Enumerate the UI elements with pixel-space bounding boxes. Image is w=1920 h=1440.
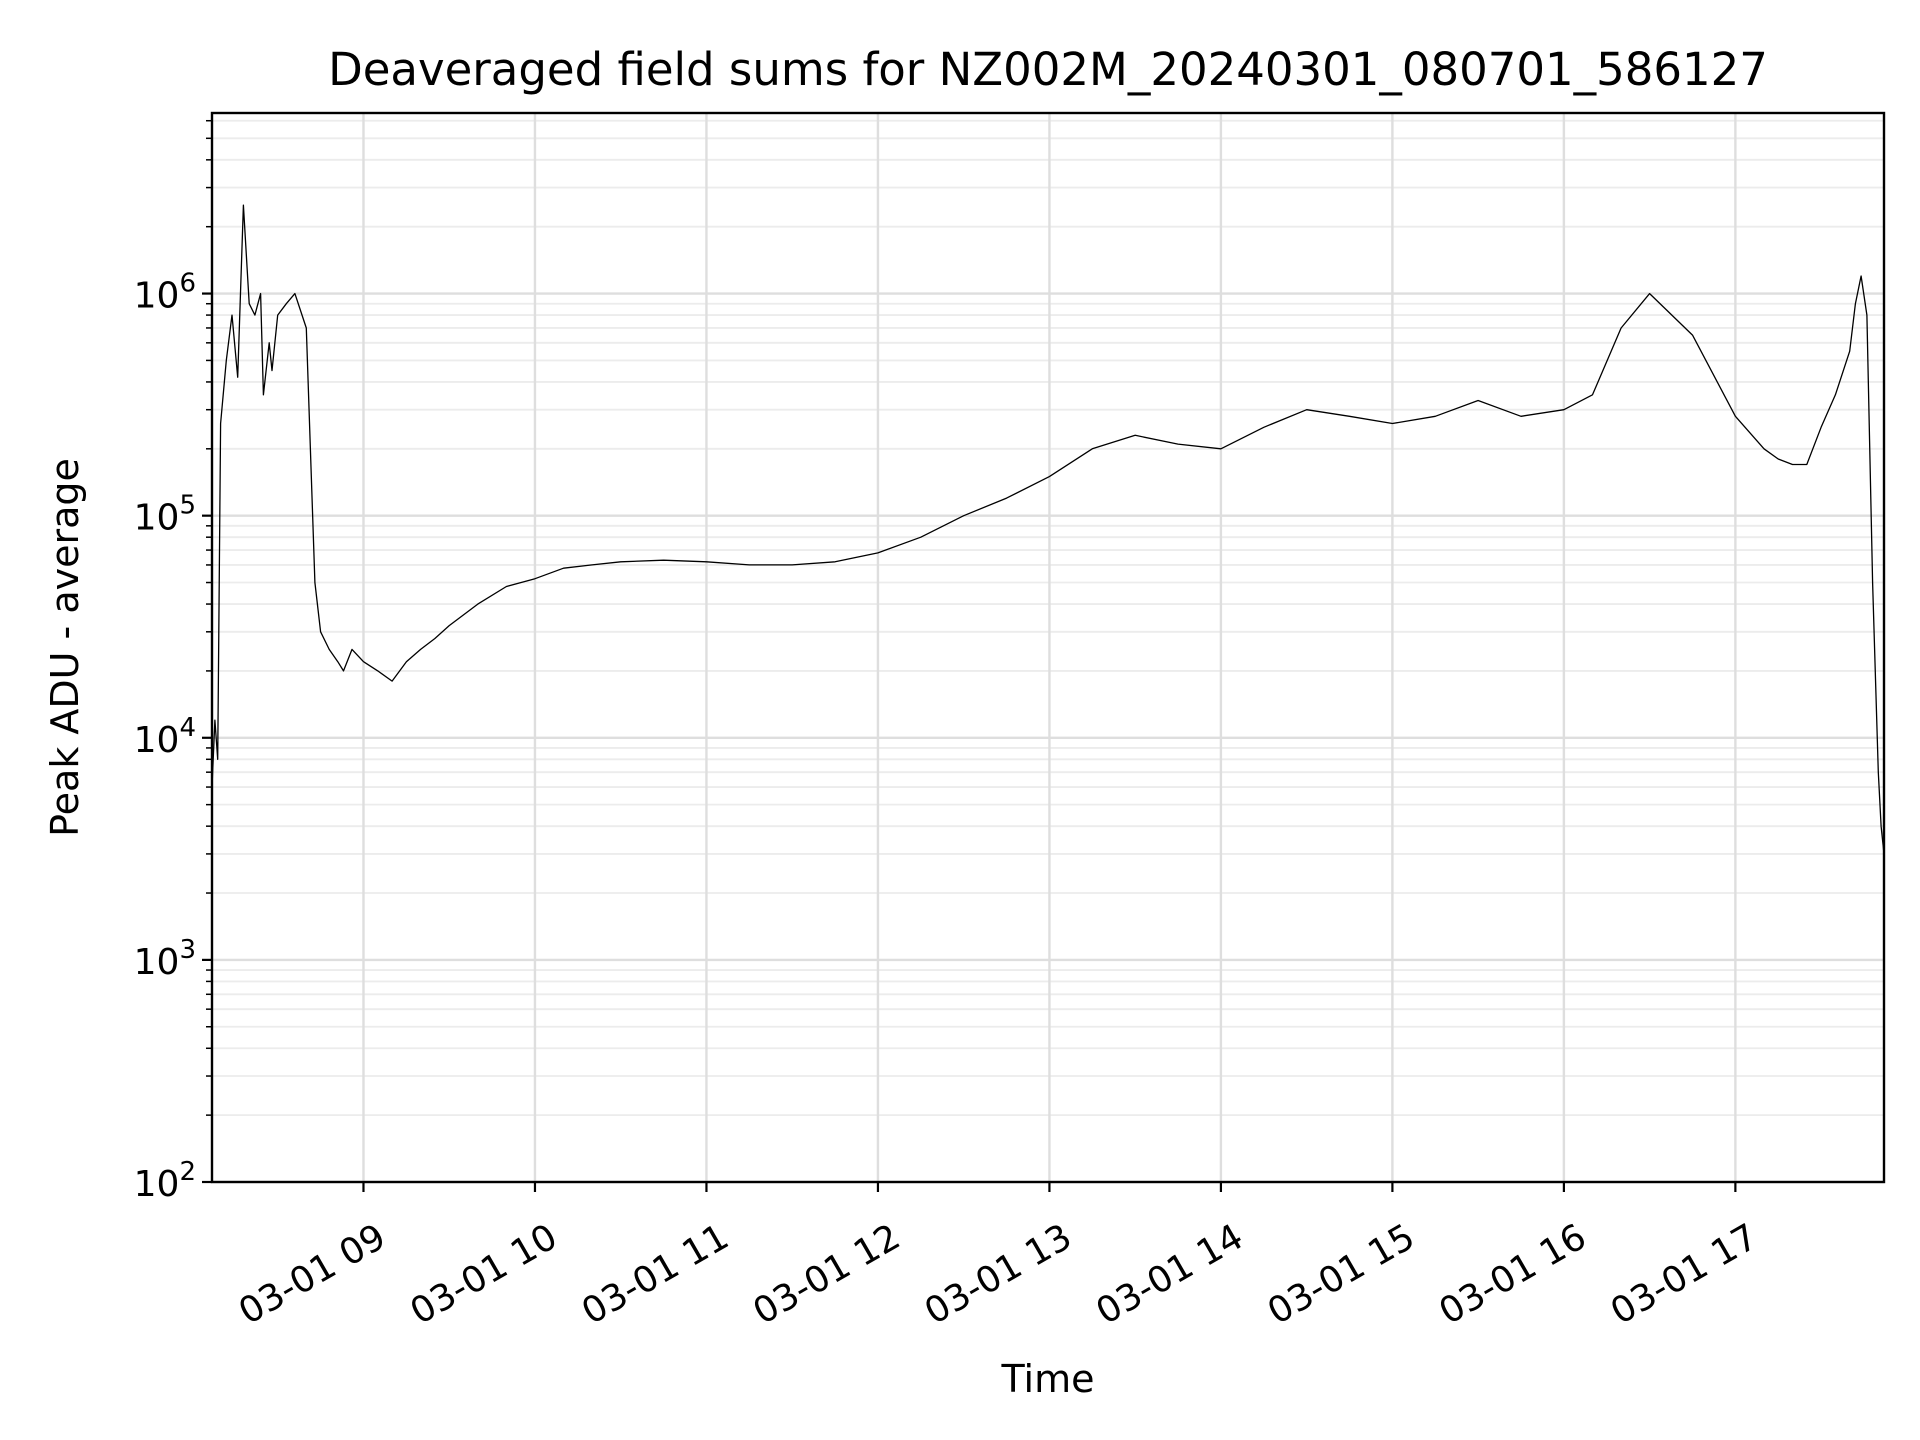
x-axis-label: Time <box>1001 1357 1095 1401</box>
y-tick-label: 105 <box>134 491 196 539</box>
y-axis-label: Peak ADU - average <box>43 458 87 837</box>
y-tick-label: 102 <box>134 1157 196 1205</box>
series-layer <box>212 204 1884 854</box>
plot-frame <box>210 111 1886 1184</box>
y-tick-label: 103 <box>134 935 196 983</box>
y-tick-label: 106 <box>134 269 196 317</box>
series-line <box>212 204 1884 854</box>
chart-title: Deaveraged field sums for NZ002M_2024030… <box>328 43 1768 96</box>
y-tick-label: 104 <box>134 713 196 761</box>
